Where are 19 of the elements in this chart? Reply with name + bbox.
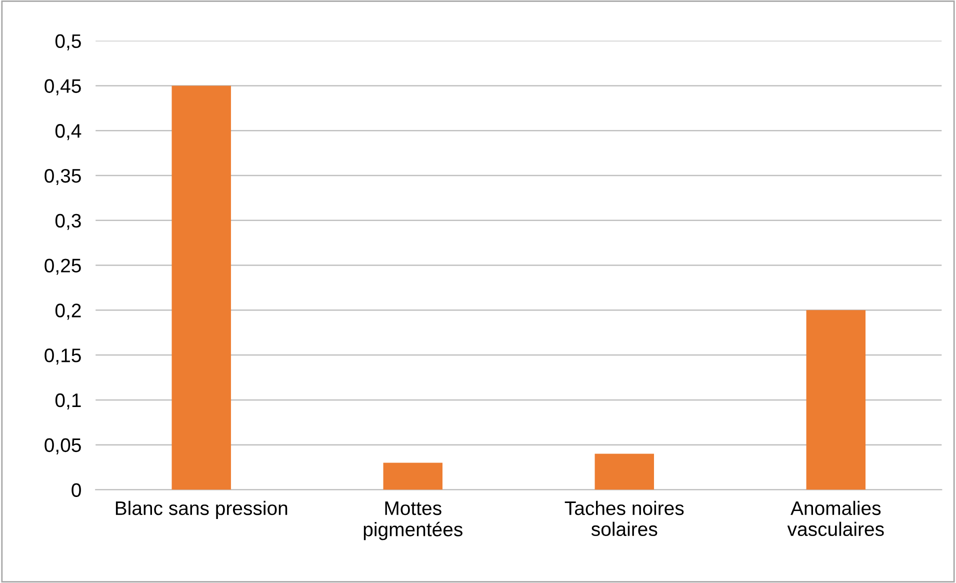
y-tick-label: 0 — [72, 483, 81, 497]
x-tick-label: Blanc sans pression — [116, 500, 288, 519]
x-tick-label: Mottes pigmentées — [364, 502, 462, 540]
y-tick-label: 0,25 — [44, 258, 81, 275]
y-tick-label: 0,5 — [55, 34, 81, 50]
bar — [806, 310, 866, 490]
x-tick-label: Anomalies vasculaires — [787, 500, 884, 536]
y-tick-label: 0,15 — [44, 348, 81, 365]
y-tick-label: 0,4 — [55, 124, 82, 140]
bar — [383, 462, 442, 490]
y-tick-label: 0,2 — [55, 304, 81, 320]
x-tick-label: Taches noires solaires — [564, 500, 684, 536]
bar — [172, 86, 231, 490]
y-tick-label: 0,45 — [44, 79, 81, 96]
y-tick-label: 0,3 — [55, 214, 81, 230]
y-tick-label: 0,1 — [55, 393, 81, 410]
bar — [594, 454, 654, 490]
y-tick-label: 0,35 — [44, 168, 81, 186]
y-tick-label: 0,05 — [44, 438, 81, 454]
